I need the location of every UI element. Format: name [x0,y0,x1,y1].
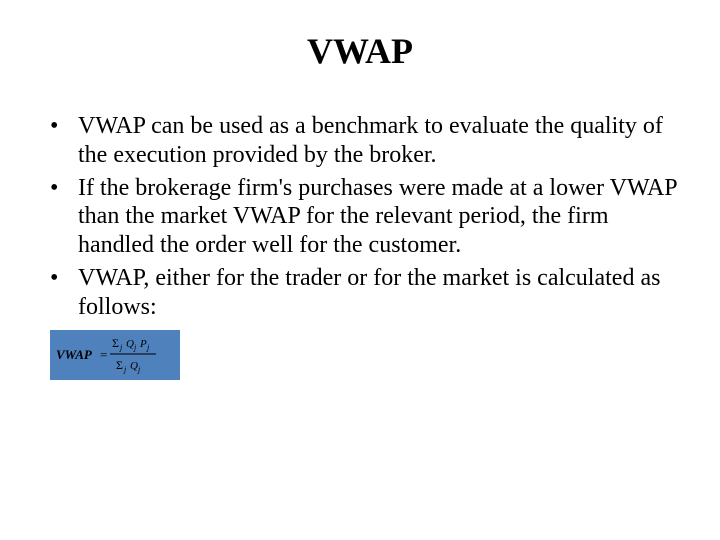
svg-text:j: j [137,365,141,374]
slide-title: VWAP [30,30,690,72]
svg-text:j: j [123,365,127,374]
formula-equals: = [100,347,107,362]
svg-text:Q: Q [126,338,134,350]
slide: VWAP VWAP can be used as a benchmark to … [0,0,720,540]
bullet-list: VWAP can be used as a benchmark to evalu… [50,112,680,322]
svg-text:j: j [119,343,123,352]
bullet-item: VWAP, either for the trader or for the m… [50,264,680,322]
formula-numerator: Σ [112,336,119,350]
svg-text:P: P [139,338,147,350]
formula-svg: VWAP = Σ j Q j P j Σ j Q j [56,333,176,377]
formula-denominator: Σ [116,358,123,372]
svg-text:Q: Q [130,360,138,372]
formula-lhs: VWAP [56,347,93,362]
svg-text:j: j [133,343,137,352]
bullet-item: VWAP can be used as a benchmark to evalu… [50,112,680,170]
bullet-item: If the brokerage firm's purchases were m… [50,174,680,260]
formula-box: VWAP = Σ j Q j P j Σ j Q j [50,330,180,380]
svg-text:j: j [146,343,150,352]
